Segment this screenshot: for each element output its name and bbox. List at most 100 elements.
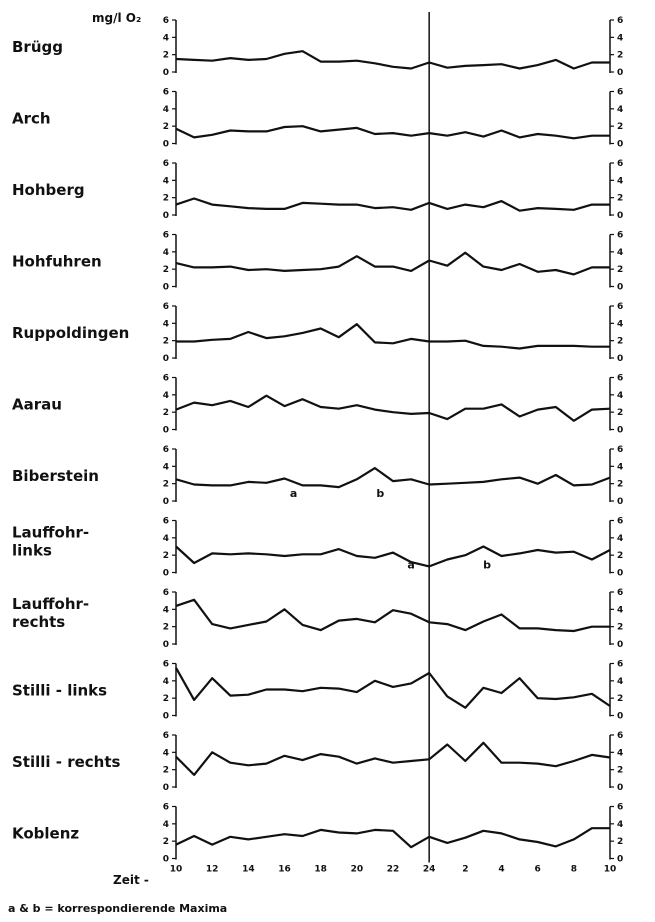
- y-tick-label-right-hohfuhren-0: 0: [617, 283, 623, 293]
- station-label-lauffohr-rechts-line1: Lauffohr-: [12, 595, 89, 613]
- y-tick-label-left-hohfuhren-6: 6: [163, 231, 169, 241]
- y-tick-label-left-brugg-0: 0: [163, 68, 169, 78]
- y-tick-label-left-koblenz-6: 6: [163, 803, 169, 813]
- x-tick-label-5: 20: [351, 865, 364, 875]
- y-tick-label-left-stilli-rechts-4: 4: [163, 748, 169, 758]
- annotation-a-lauffohr-links: a: [407, 559, 414, 572]
- y-tick-label-right-biberstein-2: 2: [617, 480, 623, 490]
- series-line-koblenz: [175, 827, 610, 849]
- annotation-a-biberstein: a: [290, 487, 297, 500]
- panel-hohfuhren: Hohfuhren 0 0 2 2 4 4 6 6: [12, 231, 623, 293]
- y-tick-label-left-hohberg-4: 4: [163, 176, 169, 186]
- x-tick-label-10: 6: [535, 865, 541, 875]
- station-label-lauffohr-links-line1: Lauffohr-: [12, 524, 89, 542]
- station-label-lauffohr-links-line2: links: [12, 542, 52, 560]
- station-label-aarau: Aarau: [12, 396, 62, 414]
- y-tick-label-left-stilli-rechts-2: 2: [163, 766, 169, 776]
- panel-biberstein: Biberstein 0 0 2 2 4 4 6 6: [12, 445, 623, 507]
- y-tick-label-left-koblenz-4: 4: [163, 820, 169, 830]
- y-tick-label-right-stilli-links-0: 0: [617, 712, 623, 722]
- y-tick-label-right-aarau-2: 2: [617, 408, 623, 418]
- x-tick-label-6: 22: [387, 865, 400, 875]
- y-tick-label-left-lauffohr-rechts-0: 0: [163, 640, 169, 650]
- y-tick-label-left-lauffohr-rechts-4: 4: [163, 605, 169, 615]
- y-tick-label-right-hohberg-6: 6: [617, 159, 623, 169]
- x-tick-label-7: 24: [423, 865, 436, 875]
- y-tick-label-right-stilli-rechts-2: 2: [617, 766, 623, 776]
- x-tick-label-2: 14: [242, 865, 255, 875]
- x-tick-label-0: 10: [170, 865, 183, 875]
- y-tick-label-right-lauffohr-links-4: 4: [617, 534, 623, 544]
- y-tick-label-right-ruppoldingen-4: 4: [617, 319, 623, 329]
- panel-lauffohr-rechts: Lauffohr-rechts 0 0 2 2 4 4 6 6: [12, 588, 623, 650]
- y-tick-label-right-biberstein-0: 0: [617, 497, 623, 507]
- y-tick-label-right-aarau-0: 0: [617, 426, 623, 436]
- y-tick-label-left-lauffohr-links-6: 6: [163, 517, 169, 527]
- y-tick-label-right-koblenz-6: 6: [617, 803, 623, 813]
- y-tick-label-right-brugg-0: 0: [617, 68, 623, 78]
- y-tick-label-right-aarau-6: 6: [617, 374, 623, 384]
- x-tick-label-3: 16: [278, 865, 291, 875]
- y-tick-label-right-stilli-rechts-4: 4: [617, 748, 623, 758]
- y-tick-label-left-lauffohr-rechts-2: 2: [163, 623, 169, 633]
- y-tick-label-right-hohberg-4: 4: [617, 176, 623, 186]
- y-tick-label-left-hohberg-6: 6: [163, 159, 169, 169]
- series-line-brugg: [175, 50, 610, 70]
- y-tick-label-right-hohfuhren-6: 6: [617, 231, 623, 241]
- y-tick-label-right-hohfuhren-4: 4: [617, 248, 623, 258]
- series-line-stilli-rechts: [175, 741, 611, 777]
- y-tick-label-right-lauffohr-rechts-2: 2: [617, 623, 623, 633]
- y-tick-label-right-lauffohr-rechts-0: 0: [617, 640, 623, 650]
- y-tick-label-right-lauffohr-links-2: 2: [617, 551, 623, 561]
- y-tick-label-left-koblenz-2: 2: [163, 837, 169, 847]
- panel-stilli-rechts: Stilli - rechts 0 0 2 2 4 4 6 6: [12, 731, 623, 793]
- y-tick-label-right-lauffohr-rechts-6: 6: [617, 588, 623, 598]
- y-tick-label-left-brugg-4: 4: [163, 33, 169, 43]
- y-tick-label-right-stilli-rechts-0: 0: [617, 783, 623, 793]
- y-tick-label-right-arch-6: 6: [617, 88, 623, 98]
- y-tick-label-right-brugg-6: 6: [617, 16, 623, 26]
- y-tick-label-left-stilli-rechts-0: 0: [163, 783, 169, 793]
- y-tick-label-right-stilli-links-2: 2: [617, 694, 623, 704]
- y-tick-label-right-arch-4: 4: [617, 105, 623, 115]
- y-tick-label-left-ruppoldingen-6: 6: [163, 302, 169, 312]
- series-line-hohfuhren: [175, 251, 610, 276]
- y-tick-label-left-brugg-6: 6: [163, 16, 169, 26]
- x-tick-labels: 10 12 14 16 18 20 22 24 2 4 6 8 10: [170, 865, 617, 875]
- x-tick-label-1: 12: [206, 865, 219, 875]
- station-label-stilli-rechts: Stilli - rechts: [12, 753, 121, 771]
- y-tick-label-left-aarau-6: 6: [163, 374, 169, 384]
- y-tick-label-right-ruppoldingen-2: 2: [617, 337, 623, 347]
- y-tick-label-left-lauffohr-rechts-6: 6: [163, 588, 169, 598]
- y-tick-label-left-arch-4: 4: [163, 105, 169, 115]
- station-label-koblenz: Koblenz: [12, 825, 79, 843]
- y-tick-label-left-hohberg-2: 2: [163, 194, 169, 204]
- series-line-ruppoldingen: [176, 323, 610, 350]
- series-line-arch: [175, 125, 610, 140]
- y-tick-label-left-biberstein-4: 4: [163, 462, 169, 472]
- x-axis-prefix: Zeit -: [113, 873, 149, 887]
- y-tick-label-left-stilli-links-0: 0: [163, 712, 169, 722]
- panel-stilli-links: Stilli - links 0 0 2 2 4 4 6 6: [12, 660, 623, 722]
- y-tick-label-right-lauffohr-links-0: 0: [617, 569, 623, 579]
- x-tick-label-8: 2: [462, 865, 468, 875]
- y-tick-label-left-hohfuhren-2: 2: [163, 265, 169, 275]
- y-tick-label-right-arch-2: 2: [617, 122, 623, 132]
- x-tick-label-11: 8: [571, 865, 577, 875]
- y-tick-label-right-koblenz-0: 0: [617, 855, 623, 865]
- y-tick-label-left-biberstein-0: 0: [163, 497, 169, 507]
- y-tick-label-right-arch-0: 0: [617, 140, 623, 150]
- y-tick-label-left-arch-0: 0: [163, 140, 169, 150]
- y-tick-label-right-brugg-4: 4: [617, 33, 623, 43]
- y-tick-label-left-arch-6: 6: [163, 88, 169, 98]
- station-label-arch: Arch: [12, 110, 51, 128]
- panel-ruppoldingen: Ruppoldingen 0 0 2 2 4 4 6 6: [12, 302, 623, 364]
- panel-aarau: Aarau 0 0 2 2 4 4 6 6: [12, 374, 623, 436]
- series-line-lauffohr-links: [175, 545, 611, 568]
- y-tick-label-left-lauffohr-links-4: 4: [163, 534, 169, 544]
- station-label-brugg: Brügg: [12, 38, 63, 56]
- station-label-biberstein: Biberstein: [12, 467, 99, 485]
- station-label-stilli-links: Stilli - links: [12, 682, 107, 700]
- series-line-hohberg: [175, 197, 610, 212]
- x-tick-label-12: 10: [604, 865, 617, 875]
